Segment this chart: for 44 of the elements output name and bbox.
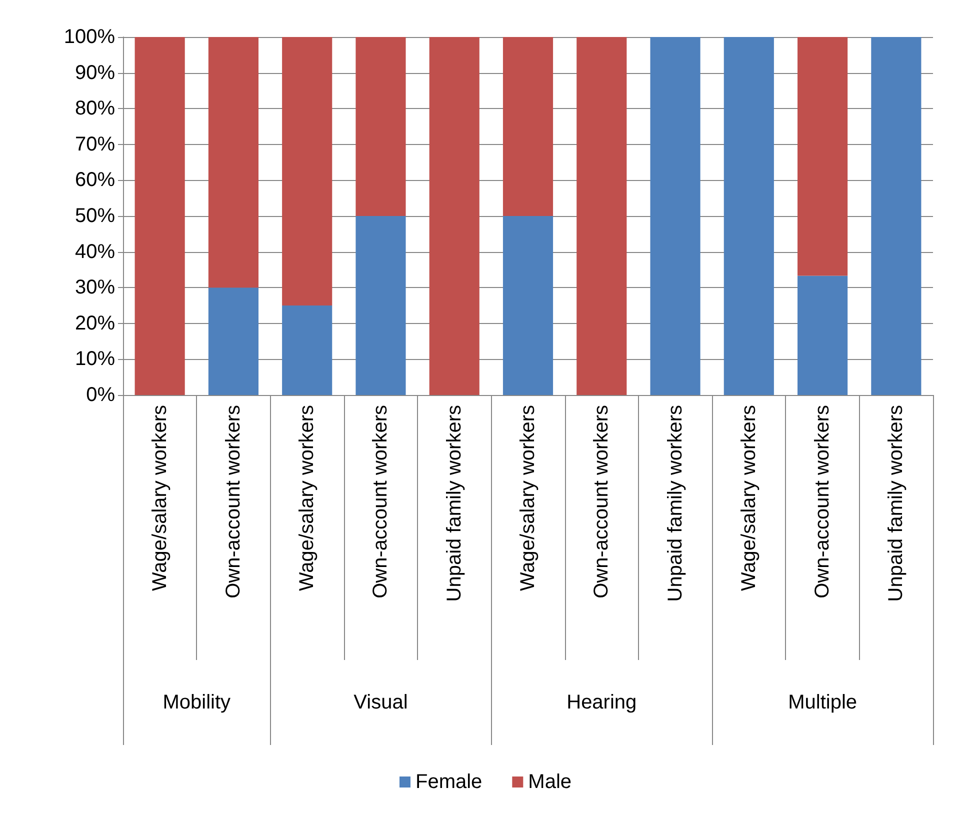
x-tick-label: Wage/salary workers	[738, 405, 760, 591]
x-tick-label: Wage/salary workers	[148, 405, 171, 591]
bar	[282, 37, 332, 306]
x-tick-label: Wage/salary workers	[517, 405, 539, 591]
bar	[650, 37, 700, 395]
text: Mobility	[162, 692, 231, 714]
bar	[798, 276, 848, 395]
bar	[282, 306, 332, 395]
y-tick-label: 0%	[86, 384, 116, 406]
y-tick-label: 10%	[74, 348, 116, 370]
x-tick-label: Unpaid family workers	[664, 405, 686, 602]
x-tick-label: Own-account workers	[222, 405, 244, 598]
x-tick-label: Unpaid family workers	[443, 405, 466, 602]
y-tick-label: 70%	[74, 133, 116, 156]
bar	[208, 37, 258, 288]
text: Multiple	[788, 692, 858, 714]
bar	[134, 37, 185, 395]
y-tick-label: 30%	[74, 276, 116, 299]
y-tick-label: 100%	[64, 26, 116, 48]
bar	[429, 37, 480, 395]
legend-label: Male	[528, 771, 572, 793]
x-tick-label: Wage/salary workers	[296, 405, 318, 591]
y-tick-label: 40%	[74, 240, 116, 263]
text: Hearing	[566, 692, 637, 714]
x-tick-label: Own-account workers	[370, 405, 392, 598]
bar	[724, 37, 774, 395]
y-tick-label: 90%	[74, 62, 116, 84]
text: Visual	[354, 692, 408, 714]
bar	[798, 37, 848, 276]
x-tick-label: Own-account workers	[590, 405, 613, 598]
y-tick-label: 20%	[74, 312, 116, 334]
y-tick-label: 80%	[74, 98, 116, 120]
bar	[356, 37, 406, 216]
y-tick-label: 50%	[74, 205, 116, 227]
bar	[502, 37, 554, 216]
bar	[208, 288, 258, 395]
bar	[502, 216, 554, 395]
x-tick-label: Unpaid family workers	[885, 405, 908, 602]
bar	[576, 37, 627, 395]
y-tick-label: 60%	[74, 169, 116, 192]
bar	[871, 37, 922, 395]
x-tick-label: Own-account workers	[812, 405, 834, 598]
bar	[356, 216, 406, 395]
legend-label: Female	[415, 771, 482, 793]
